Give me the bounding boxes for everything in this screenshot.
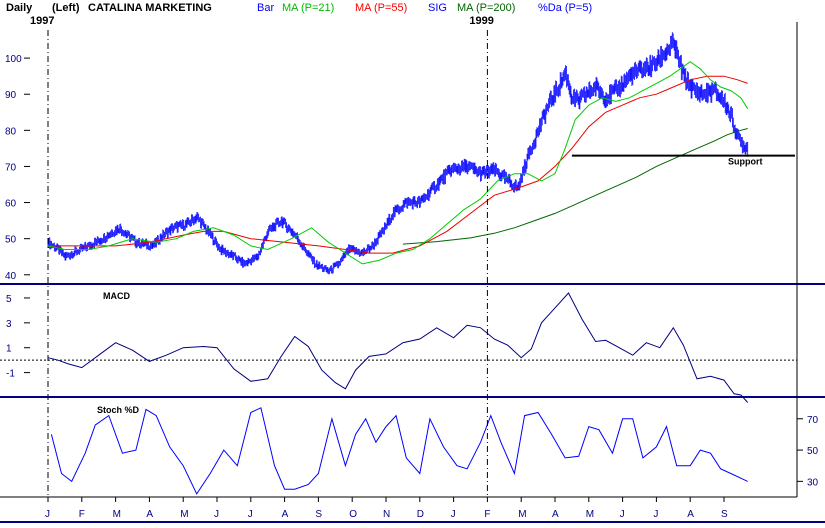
ma200-line — [402, 128, 748, 245]
month-label: N — [383, 509, 390, 520]
month-label: A — [687, 509, 694, 520]
month-label: O — [349, 509, 357, 520]
month-label: J — [653, 509, 658, 520]
macd-tick-label: 5 — [6, 294, 12, 305]
stoch-line — [50, 407, 748, 495]
period-label: Daily — [6, 2, 33, 14]
price-tick-label: 50 — [5, 235, 17, 246]
month-label: S — [315, 509, 322, 520]
stoch-tick-label: 70 — [807, 415, 819, 426]
month-label: J — [248, 509, 253, 520]
month-label: M — [180, 509, 188, 520]
legend-pctd: %Da (P=5) — [538, 2, 592, 14]
month-label: M — [113, 509, 121, 520]
month-label: J — [451, 509, 456, 520]
stoch-tick-label: 30 — [807, 477, 819, 488]
month-label: J — [620, 509, 625, 520]
month-label: J — [45, 509, 50, 520]
price-tick-label: 70 — [5, 162, 17, 173]
month-label: S — [721, 509, 728, 520]
legend-ma200: MA (P=200) — [457, 2, 515, 14]
legend-ma55: MA (P=55) — [355, 2, 407, 14]
symbol-label: CATALINA MARKETING — [88, 2, 212, 14]
price-tick-label: 100 — [5, 54, 22, 65]
price-bars — [47, 32, 749, 275]
scale-label: (Left) — [52, 2, 80, 14]
macd-line — [47, 292, 749, 403]
month-label: F — [79, 509, 85, 520]
year-labels: 1997 1999 — [30, 15, 494, 27]
macd-title: MACD — [103, 291, 130, 301]
month-label: M — [518, 509, 526, 520]
price-tick-label: 80 — [5, 126, 17, 137]
year-dividers — [47, 30, 488, 497]
stoch-title: Stoch %D — [97, 405, 140, 415]
month-label: J — [214, 509, 219, 520]
legend-ma21: MA (P=21) — [282, 2, 334, 14]
month-label: D — [417, 509, 424, 520]
month-label: A — [282, 509, 289, 520]
year-label-1: 1999 — [469, 15, 493, 27]
legend: Bar MA (P=21) MA (P=55) SIG MA (P=200) %Da (P… — [257, 2, 592, 14]
legend-bar: Bar — [257, 2, 274, 14]
price-tick-label: 60 — [5, 199, 17, 210]
stoch-panel: 70 50 30 — [50, 407, 819, 495]
legend-sig: SIG — [428, 2, 447, 14]
month-label: F — [484, 509, 490, 520]
month-label: M — [586, 509, 594, 520]
ma55-line — [48, 75, 748, 254]
support-label: Support — [728, 157, 763, 167]
price-tick-label: 90 — [5, 90, 17, 101]
year-label-0: 1997 — [30, 15, 54, 27]
macd-tick-label: -1 — [6, 369, 15, 380]
price-tick-label: 40 — [5, 271, 17, 282]
price-panel: 40 50 60 70 80 90 100 Support — [5, 32, 795, 282]
stoch-tick-label: 50 — [807, 446, 819, 457]
macd-panel: 5 3 1 -1 — [0, 292, 797, 403]
ma21-line — [47, 61, 749, 265]
month-label: A — [146, 509, 153, 520]
macd-tick-label: 3 — [6, 319, 12, 330]
macd-tick-label: 1 — [6, 344, 12, 355]
month-label: A — [552, 509, 559, 520]
